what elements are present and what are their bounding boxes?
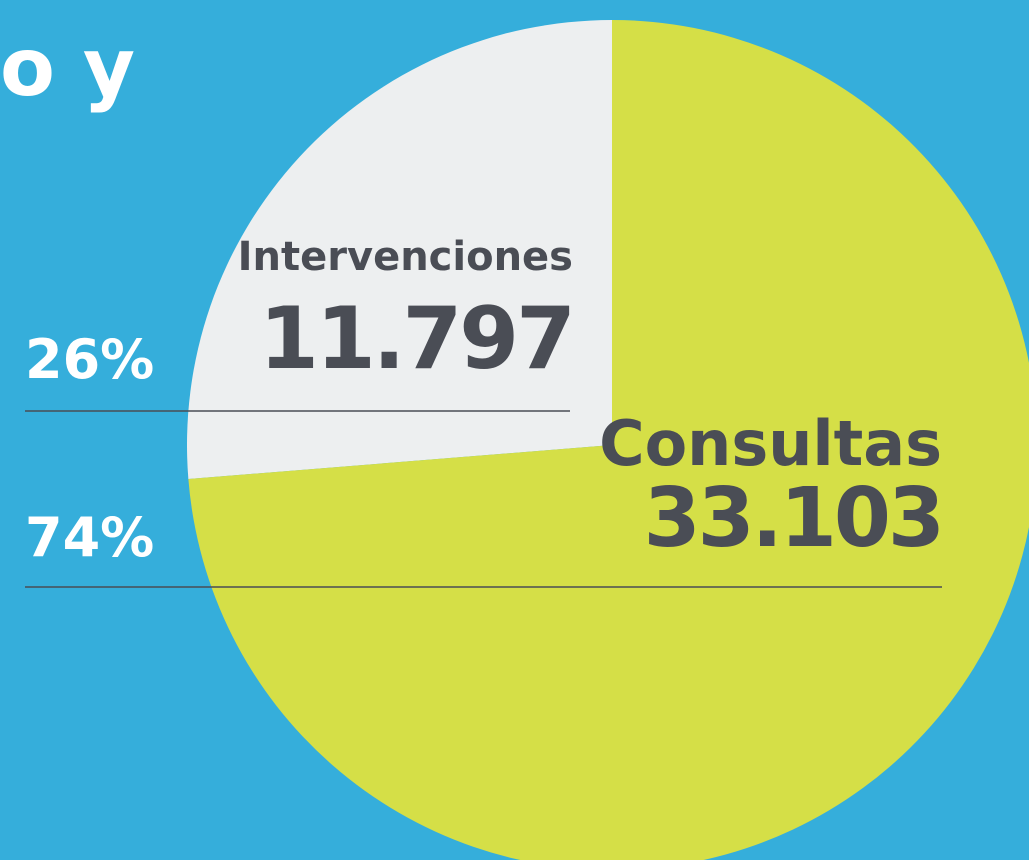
pie-slice xyxy=(186,20,613,479)
value-label: 33.103 xyxy=(644,471,942,566)
pie xyxy=(186,20,1029,860)
slice-label: Consultas xyxy=(599,407,942,480)
percentage-label: 26% xyxy=(25,328,154,391)
pie-slice xyxy=(188,20,1029,860)
chart-title: vo y xyxy=(0,21,135,114)
value-label: 11.797 xyxy=(259,289,573,389)
slice-label: Intervenciones xyxy=(238,234,573,280)
percentage-label: 74% xyxy=(25,506,154,569)
